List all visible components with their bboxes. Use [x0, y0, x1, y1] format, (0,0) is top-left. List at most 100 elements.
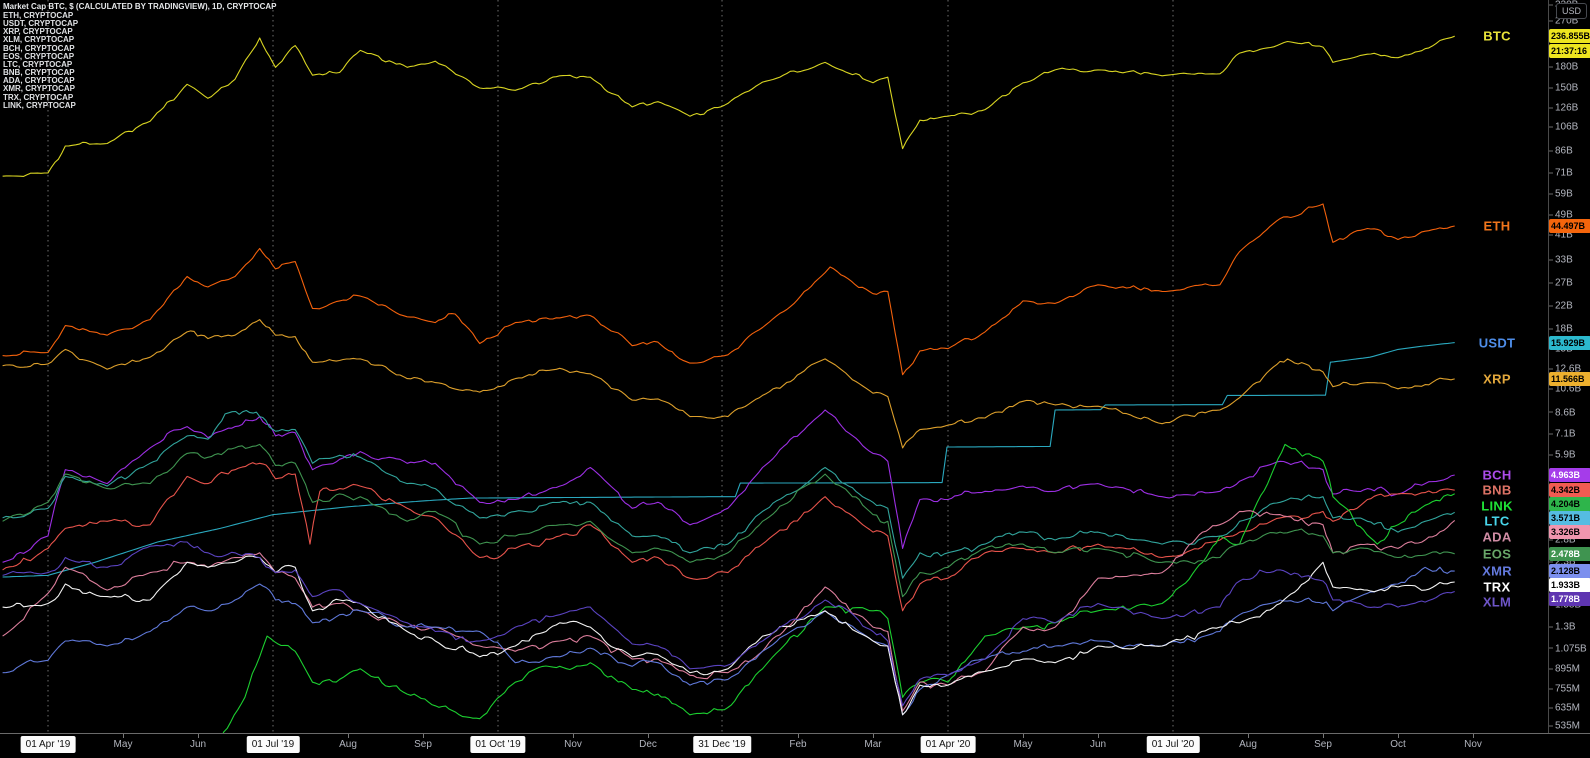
price-tick-label: 1.075B [1555, 643, 1587, 655]
series-line-btc[interactable] [2, 35, 1455, 177]
legend-item-eos[interactable]: EOS, CRYPTOCAP [3, 51, 75, 61]
series-line-eth[interactable] [2, 203, 1455, 376]
price-tick-label: 635M [1555, 702, 1581, 714]
price-tag-usdt: 15.929B [1549, 335, 1590, 350]
series-line-eos[interactable] [2, 443, 1455, 598]
price-tick-label: 2.3B [1555, 556, 1576, 568]
price-tick: 635M [1549, 703, 1580, 714]
series-line-xmr[interactable] [2, 566, 1455, 716]
price-tag-ada: 3.326B [1549, 525, 1590, 540]
tick-mark-icon [1549, 259, 1553, 261]
price-axis[interactable]: USD 320B270B180B150B126B106B86B71B59B49B… [1548, 0, 1590, 733]
price-tick-label: 1.3B [1555, 621, 1576, 633]
time-tick-mark [873, 734, 874, 738]
price-tick: 86B [1549, 146, 1573, 157]
time-tick-mark [573, 734, 574, 738]
time-axis-label-2020-10-01: Oct [1390, 739, 1406, 750]
price-tick-label: 10.6B [1555, 383, 1582, 395]
price-tick-label: 12.6B [1555, 363, 1582, 375]
time-tick-mark [198, 734, 199, 738]
price-tick-label: 2.8B [1555, 534, 1576, 546]
price-tick-label: 270B [1555, 15, 1579, 27]
price-tick: 41B [1549, 230, 1573, 241]
series-line-ltc[interactable] [2, 409, 1455, 579]
price-tag-eos: 2.478B [1549, 546, 1590, 561]
price-tick: 7.1B [1549, 429, 1576, 440]
time-axis[interactable]: 01 Apr '19 May Jun 01 Jul '19 Aug Sep 01 Oct '… [0, 733, 1590, 758]
legend-item-link[interactable]: LINK, CRYPTOCAP [3, 100, 76, 110]
tick-mark-icon [1549, 126, 1553, 128]
price-tick: 22B [1549, 300, 1573, 311]
time-tick-mark [1473, 734, 1474, 738]
tick-mark-icon [1549, 4, 1553, 6]
time-axis-label-2019-06-01: Jun [189, 739, 207, 750]
legend-item-xrp[interactable]: XRP, CRYPTOCAP [3, 27, 73, 37]
price-tick-label: 895M [1555, 663, 1581, 675]
legend-item-bnb[interactable]: BNB, CRYPTOCAP [3, 68, 75, 78]
legend-item-bch[interactable]: BCH, CRYPTOCAP [3, 43, 75, 53]
price-tick-label: 8.6B [1555, 407, 1576, 419]
price-tick-label: 33B [1555, 254, 1573, 266]
price-tick-label: 86B [1555, 145, 1573, 157]
legend-item-ada[interactable]: ADA, CRYPTOCAP [3, 76, 75, 86]
tick-mark-icon [1549, 234, 1553, 236]
time-axis-label-2019-04-01: 01 Apr '19 [20, 736, 76, 753]
time-axis-label-2020-05-01: May [1013, 739, 1033, 750]
price-tick: 1.3B [1549, 622, 1576, 633]
series-line-ada[interactable] [2, 510, 1456, 712]
price-tick: 12.6B [1549, 364, 1581, 375]
chart-canvas[interactable] [0, 0, 1548, 733]
tick-mark-icon [1549, 388, 1553, 390]
tick-mark-icon [1549, 411, 1553, 413]
series-line-trx[interactable] [2, 555, 1455, 716]
series-line-link[interactable] [3, 443, 1455, 733]
time-axis-label-2019-11-01: Nov [564, 739, 582, 750]
legend-item-eth[interactable]: ETH, CRYPTOCAP [3, 11, 74, 20]
time-axis-label-2019-10-01: 01 Oct '19 [470, 736, 526, 753]
tick-mark-icon [1549, 561, 1553, 563]
price-tick: 33B [1549, 254, 1573, 265]
legend-item-trx[interactable]: TRX, CRYPTOCAP [3, 92, 74, 102]
price-tick-label: 150B [1555, 82, 1579, 94]
series-line-xlm[interactable] [2, 540, 1455, 707]
legend-item-usdt[interactable]: USDT, CRYPTOCAP [3, 19, 79, 29]
tick-mark-icon [1549, 725, 1553, 727]
series-line-xrp[interactable] [2, 319, 1455, 449]
price-tick: 49B [1549, 210, 1573, 221]
tick-mark-icon [1549, 539, 1553, 541]
tick-mark-icon [1549, 282, 1553, 284]
time-axis-label-2019-09-01: Sep [414, 739, 432, 750]
legend-item-xlm[interactable]: XLM, CRYPTOCAP [3, 35, 75, 45]
time-axis-label-2020-06-01: Jun [1089, 739, 1107, 750]
price-tick: 71B [1549, 167, 1573, 178]
time-axis-label-2020-11-01: Nov [1464, 739, 1482, 750]
price-tick: 2.8B [1549, 534, 1576, 545]
price-tag-ltc: 3.571B [1549, 511, 1590, 526]
price-tick: 2.3B [1549, 557, 1576, 568]
tick-mark-icon [1549, 150, 1553, 152]
tick-mark-icon [1549, 688, 1553, 690]
time-axis-label-2020-04-01: 01 Apr '20 [920, 736, 976, 753]
price-tick: 5.9B [1549, 450, 1576, 461]
legend-item-ltc[interactable]: LTC, CRYPTOCAP [3, 59, 73, 69]
tick-mark-icon [1549, 328, 1553, 330]
time-tick-mark [648, 734, 649, 738]
price-tick: 895M [1549, 664, 1580, 675]
currency-toggle-button[interactable]: USD [1555, 3, 1587, 19]
legend-item-xmr[interactable]: XMR, CRYPTOCAP [3, 84, 76, 94]
price-tag-xlm: 1.778B [1549, 592, 1590, 607]
series-line-usdt[interactable] [2, 342, 1455, 578]
price-tick: 270B [1549, 16, 1578, 27]
time-axis-label-2019-07-01: 01 Jul '19 [246, 736, 300, 753]
price-tick: 150B [1549, 83, 1578, 94]
tick-mark-icon [1549, 20, 1553, 22]
bar-countdown-tag: 21:37:16 [1549, 44, 1590, 59]
time-axis-label-2020-02-01: Feb [789, 739, 807, 750]
tick-mark-icon [1549, 305, 1553, 307]
legend-items: ETH, CRYPTOCAP USDT, CRYPTOCAP XRP, CRYPTO… [3, 11, 277, 110]
series-line-bch[interactable] [2, 409, 1455, 563]
series-line-bnb[interactable] [2, 462, 1455, 612]
price-tick: 755M [1549, 683, 1580, 694]
price-tag-xrp: 11.566B [1549, 371, 1590, 386]
tick-mark-icon [1549, 214, 1553, 216]
